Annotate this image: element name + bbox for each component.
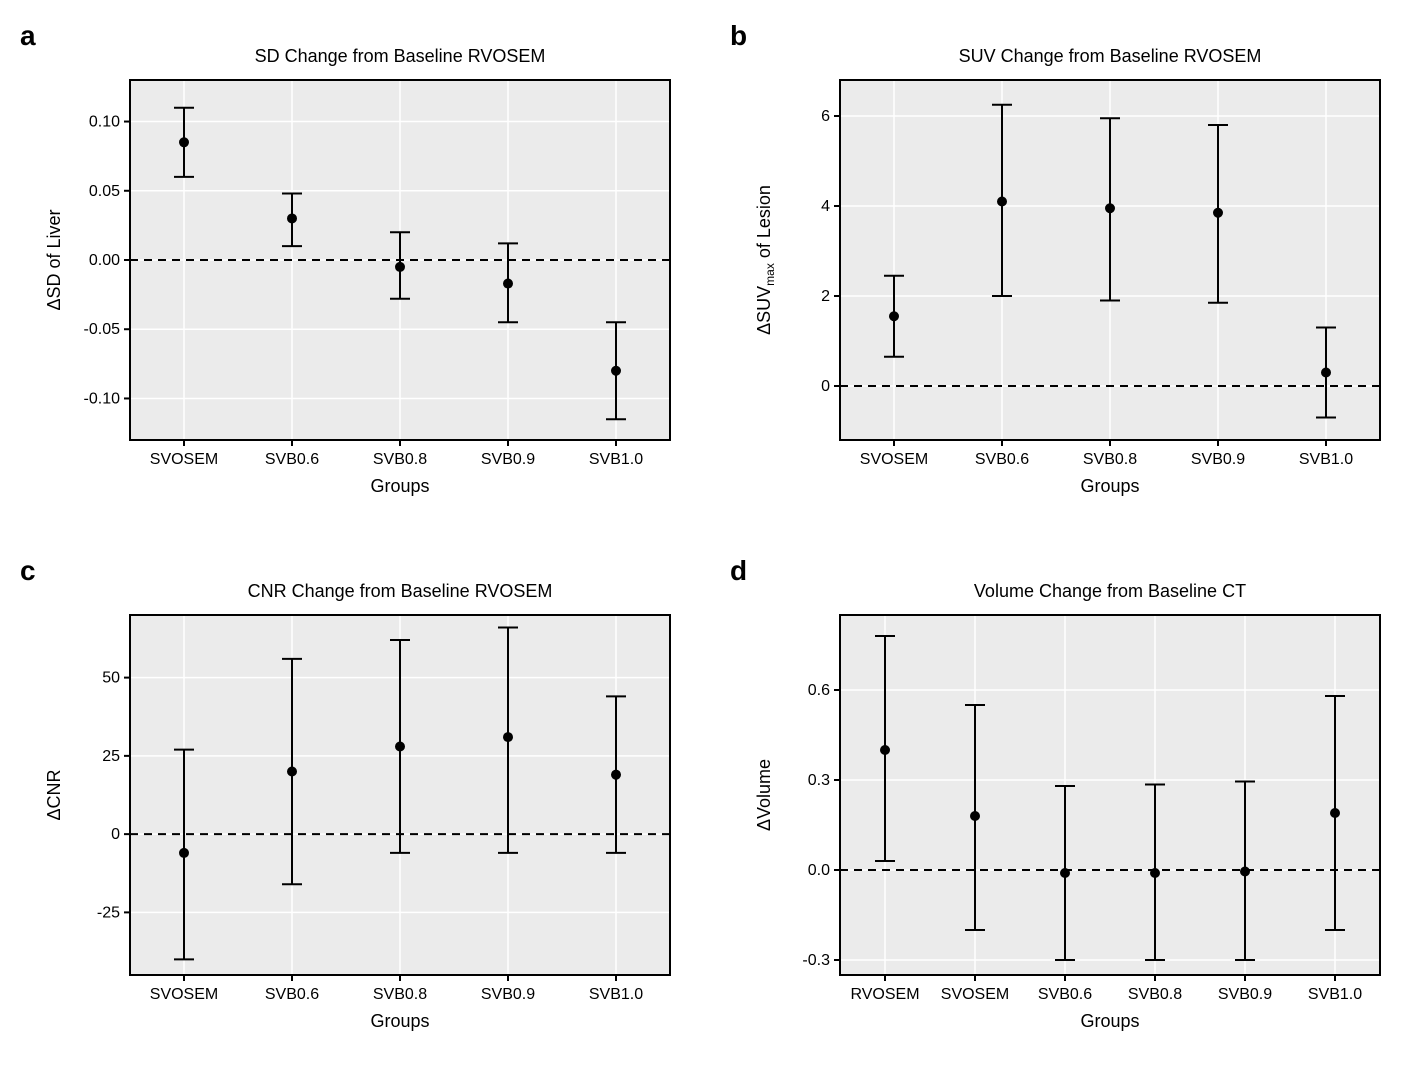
- panel-letter-a: a: [20, 20, 36, 52]
- svg-text:4: 4: [821, 198, 830, 215]
- svg-text:Groups: Groups: [370, 1011, 429, 1031]
- svg-text:SVB0.9: SVB0.9: [1191, 451, 1245, 468]
- chart-c: -25 0 25 50 SVOSEM SVB0.6 SVB0.8 SVB0.9 SVB1.0 CN…: [20, 555, 690, 1055]
- svg-text:0.3: 0.3: [808, 772, 830, 789]
- svg-text:-0.05: -0.05: [84, 321, 121, 338]
- svg-text:SVB1.0: SVB1.0: [1308, 986, 1362, 1003]
- svg-text:0.10: 0.10: [89, 114, 120, 131]
- figure-grid: a -0.10-0.050.000.050.10SVOSEMSVB0.6SVB0…: [20, 20, 1400, 1060]
- svg-text:Volume Change from Baseline CT: Volume Change from Baseline CT: [974, 581, 1246, 601]
- svg-text:SVB1.0: SVB1.0: [589, 986, 643, 1003]
- svg-text:SVB1.0: SVB1.0: [589, 451, 643, 468]
- svg-text:6: 6: [821, 108, 830, 125]
- svg-text:SVB0.8: SVB0.8: [1083, 451, 1137, 468]
- svg-text:SVB0.6: SVB0.6: [1038, 986, 1092, 1003]
- svg-text:0: 0: [111, 826, 120, 843]
- panel-letter-b: b: [730, 20, 747, 52]
- svg-text:SVB0.9: SVB0.9: [481, 986, 535, 1003]
- svg-text:SUV Change from Baseline RVOSE: SUV Change from Baseline RVOSEM: [959, 46, 1262, 66]
- svg-text:RVOSEM: RVOSEM: [850, 986, 919, 1003]
- svg-text:50: 50: [102, 670, 120, 687]
- svg-text:SVB0.6: SVB0.6: [265, 451, 319, 468]
- svg-text:CNR Change from Baseline RVOSE: CNR Change from Baseline RVOSEM: [248, 581, 553, 601]
- svg-text:0.0: 0.0: [808, 862, 830, 879]
- svg-text:-0.3: -0.3: [802, 952, 830, 969]
- svg-text:SVB0.9: SVB0.9: [481, 451, 535, 468]
- panel-a: a -0.10 -0.05 0.00 0.05 0.10 SVOSEM SVB0.6 SVB0…: [20, 20, 690, 525]
- svg-text:Groups: Groups: [1080, 1011, 1139, 1031]
- svg-text:Groups: Groups: [370, 476, 429, 496]
- panel-c: c -25 0 25 50 SVOSEM SVB0.6 SVB0.8 SVB0.9 SVB1.0…: [20, 555, 690, 1060]
- svg-text:ΔVolume: ΔVolume: [754, 759, 774, 831]
- chart-d: -0.3 0.0 0.3 0.6 RVOSEM SVOSEM SVB0.6 SVB0.8 SVB…: [730, 555, 1400, 1055]
- svg-text:0: 0: [821, 378, 830, 395]
- svg-text:Groups: Groups: [1080, 476, 1139, 496]
- svg-text:SVB1.0: SVB1.0: [1299, 451, 1353, 468]
- svg-text:SD Change from Baseline RVOSEM: SD Change from Baseline RVOSEM: [255, 46, 546, 66]
- panel-d: d -0.3 0.0 0.3 0.6 RVOSEM SVOSEM SVB0.6 SVB0.8 S…: [730, 555, 1400, 1060]
- svg-text:ΔCNR: ΔCNR: [44, 769, 64, 820]
- svg-text:SVOSEM: SVOSEM: [150, 451, 218, 468]
- svg-text:SVB0.8: SVB0.8: [1128, 986, 1182, 1003]
- svg-text:-0.10: -0.10: [84, 390, 121, 407]
- svg-text:SVB0.9: SVB0.9: [1218, 986, 1272, 1003]
- chart-a: -0.10 -0.05 0.00 0.05 0.10 SVOSEM SVB0.6 SVB0.8…: [20, 20, 690, 520]
- svg-text:SVB0.8: SVB0.8: [373, 986, 427, 1003]
- svg-text:25: 25: [102, 748, 120, 765]
- panel-letter-d: d: [730, 555, 747, 587]
- chart-b: 0 2 4 6 SVOSEM SVB0.6 SVB0.8 SVB0.9 SVB1.0 SUV Ch…: [730, 20, 1400, 520]
- svg-text:-25: -25: [97, 904, 120, 921]
- svg-text:SVB0.8: SVB0.8: [373, 451, 427, 468]
- svg-text:0.00: 0.00: [89, 252, 120, 269]
- svg-text:ΔSD of Liver: ΔSD of Liver: [44, 209, 64, 310]
- svg-text:2: 2: [821, 288, 830, 305]
- panel-letter-c: c: [20, 555, 36, 587]
- svg-text:ΔSUVmax of Lesion: ΔSUVmax of Lesion: [754, 185, 777, 335]
- svg-text:SVOSEM: SVOSEM: [860, 451, 928, 468]
- svg-text:SVOSEM: SVOSEM: [941, 986, 1009, 1003]
- svg-text:SVOSEM: SVOSEM: [150, 986, 218, 1003]
- panel-b: b 0 2 4 6 SVOSEM SVB0.6 SVB0.8 SVB0.9 SVB1.0 SUV …: [730, 20, 1400, 525]
- svg-text:0.6: 0.6: [808, 682, 830, 699]
- svg-text:SVB0.6: SVB0.6: [265, 986, 319, 1003]
- svg-text:0.05: 0.05: [89, 183, 120, 200]
- svg-text:SVB0.6: SVB0.6: [975, 451, 1029, 468]
